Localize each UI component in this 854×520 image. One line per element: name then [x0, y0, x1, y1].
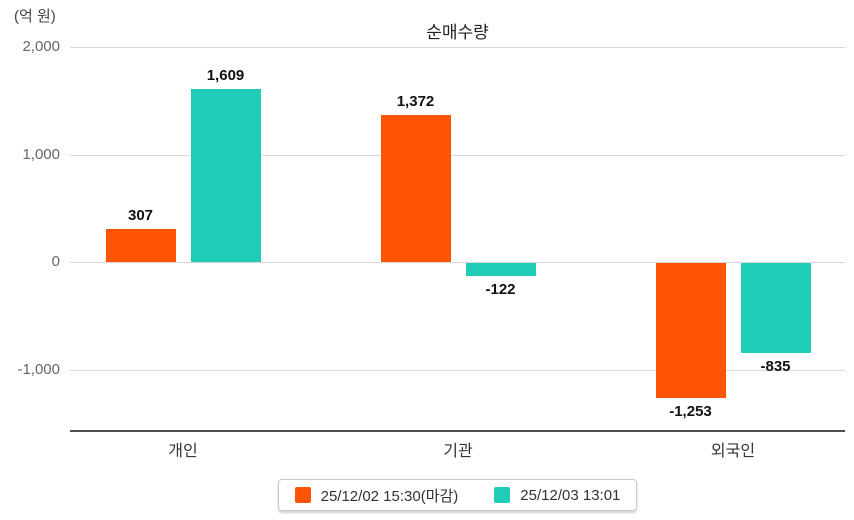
category-label-1: 개인 — [168, 443, 198, 460]
y-axis-tick-label: 1,000 — [22, 145, 60, 163]
bar-value-label: 1,372 — [396, 92, 435, 110]
bar-기관-series1 — [380, 114, 451, 262]
bar-개인-series1 — [105, 228, 176, 262]
y-axis-tick-label: -1,000 — [17, 360, 60, 378]
chart-legend: 25/12/02 15:30(마감) 25/12/03 13:01 — [70, 479, 845, 511]
legend-swatch-icon — [494, 487, 511, 503]
gridline-1,000 — [70, 154, 845, 156]
gridline--1,000 — [70, 369, 845, 371]
category-label-2: 기관 — [443, 443, 473, 460]
x-axis-line — [70, 430, 845, 432]
legend-entry-series2[interactable]: 25/12/03 13:01 — [494, 487, 620, 504]
bar-value-label: -835 — [760, 357, 791, 375]
legend-label: 25/12/02 15:30(마감) — [320, 487, 459, 505]
legend-swatch-icon — [294, 487, 311, 503]
y-axis-tick-label: 2,000 — [22, 38, 60, 55]
legend-box: 25/12/02 15:30(마감) 25/12/03 13:01 — [277, 479, 638, 511]
bar-value-label: 307 — [127, 206, 154, 224]
bar-value-label: 1,609 — [206, 67, 245, 85]
y-axis-unit-label: (억 원) — [14, 8, 56, 25]
legend-entry-series1[interactable]: 25/12/02 15:30(마감) — [294, 485, 459, 506]
bar-외국인-series2 — [740, 263, 811, 353]
bar-value-label: -1,253 — [669, 402, 712, 420]
category-label-3: 외국인 — [710, 443, 756, 460]
legend-label: 25/12/03 13:01 — [520, 486, 621, 504]
bar-외국인-series1 — [655, 263, 726, 398]
chart-title: 순매수량 — [426, 23, 489, 42]
gridline-0 — [70, 262, 845, 263]
gridline-2,000 — [70, 47, 845, 48]
y-axis-tick-label: 0 — [51, 253, 60, 270]
bar-개인-series2 — [190, 89, 261, 262]
bar-value-label: -122 — [485, 281, 516, 299]
bar-기관-series2 — [465, 263, 536, 277]
